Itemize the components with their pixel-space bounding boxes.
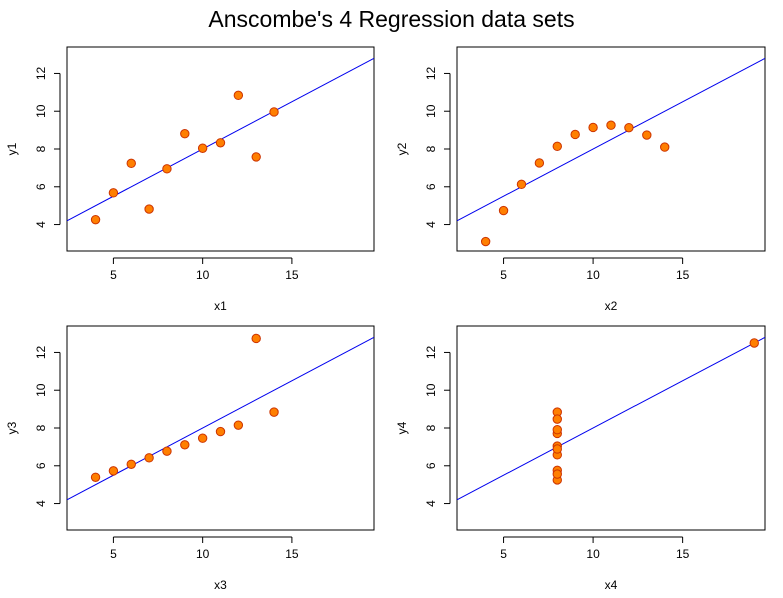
x-tick-label: 15 xyxy=(285,268,299,282)
x-axis-label: x3 xyxy=(214,578,227,592)
data-point xyxy=(180,129,190,139)
data-point xyxy=(552,141,562,152)
scatter-panel-1: 5 10 15 4 6 8 10 12 x1 y1 xyxy=(5,46,375,313)
data-point xyxy=(251,333,261,344)
data-point xyxy=(269,107,279,117)
scatter-panel-4: 5 10 15 4 6 8 10 12 x4 y4 xyxy=(395,325,766,592)
data-point xyxy=(498,205,509,216)
y-tick-label: 10 xyxy=(424,383,438,397)
y-tick-label: 8 xyxy=(34,424,48,431)
data-point xyxy=(588,122,598,133)
plot-frame xyxy=(66,325,375,531)
data-point xyxy=(660,142,670,152)
y-axis-label: y4 xyxy=(395,421,409,434)
y-tick-label: 6 xyxy=(424,183,438,190)
x-tick-label: 10 xyxy=(586,268,600,282)
x-axis-label: x2 xyxy=(605,299,618,313)
plot-frame xyxy=(66,46,375,252)
y-tick-label: 10 xyxy=(424,104,438,118)
y-tick-label: 8 xyxy=(424,145,438,152)
data-point xyxy=(162,446,172,456)
data-point xyxy=(480,236,491,247)
data-point xyxy=(516,179,527,190)
data-point xyxy=(108,188,119,198)
data-point xyxy=(534,158,545,168)
y-axis-label: y1 xyxy=(5,142,19,155)
x-tick-label: 5 xyxy=(500,268,507,282)
data-point xyxy=(233,420,244,430)
data-point xyxy=(162,164,172,174)
y-tick-label: 8 xyxy=(34,145,48,152)
data-point xyxy=(251,152,261,162)
data-point xyxy=(197,143,208,153)
data-point xyxy=(108,466,119,476)
data-point xyxy=(233,90,244,101)
y-tick-label: 4 xyxy=(424,500,438,507)
x-tick-label: 10 xyxy=(196,547,210,561)
x-tick-label: 5 xyxy=(500,547,507,561)
y-tick-label: 12 xyxy=(34,66,48,80)
chart-title: Anscombe's 4 Regression data sets xyxy=(208,6,575,32)
data-point xyxy=(269,407,279,417)
y-tick-label: 6 xyxy=(424,462,438,469)
data-point xyxy=(90,472,101,482)
data-point xyxy=(552,414,562,424)
data-point xyxy=(215,138,226,148)
x-tick-label: 15 xyxy=(285,547,299,561)
scatter-panel-3: 5 10 15 4 6 8 10 12 x3 y3 xyxy=(5,325,375,592)
x-tick-label: 10 xyxy=(586,547,600,561)
y-tick-label: 4 xyxy=(34,221,48,228)
y-tick-label: 4 xyxy=(424,221,438,228)
y-axis-label: y3 xyxy=(5,421,19,434)
scatter-panel-2: 5 10 15 4 6 8 10 12 x2 y2 xyxy=(395,46,766,313)
y-tick-label: 12 xyxy=(424,66,438,80)
x-axis-label: x1 xyxy=(214,299,227,313)
data-point xyxy=(197,433,208,443)
data-point xyxy=(180,440,190,450)
data-point xyxy=(552,425,562,435)
y-tick-label: 4 xyxy=(34,500,48,507)
data-point xyxy=(552,469,562,479)
x-tick-label: 15 xyxy=(676,547,690,561)
data-point xyxy=(642,130,652,140)
data-point xyxy=(570,129,580,140)
plot-frame xyxy=(456,46,766,252)
regression-line xyxy=(67,336,374,501)
data-point xyxy=(606,120,616,130)
data-point xyxy=(126,158,136,169)
data-point xyxy=(126,459,136,469)
data-point xyxy=(144,453,154,463)
data-point xyxy=(144,204,154,214)
data-point xyxy=(215,426,226,437)
data-point xyxy=(749,338,759,348)
x-tick-label: 5 xyxy=(110,268,117,282)
data-point xyxy=(552,444,562,454)
x-tick-label: 5 xyxy=(110,547,117,561)
y-tick-label: 12 xyxy=(34,345,48,359)
y-tick-label: 8 xyxy=(424,424,438,431)
data-point xyxy=(624,122,634,133)
regression-line xyxy=(457,336,765,501)
y-tick-label: 6 xyxy=(34,183,48,190)
y-tick-label: 6 xyxy=(34,462,48,469)
plot-frame xyxy=(456,325,766,531)
y-tick-label: 12 xyxy=(424,345,438,359)
data-point xyxy=(90,214,101,225)
y-axis-label: y2 xyxy=(395,142,409,155)
y-tick-label: 10 xyxy=(34,383,48,397)
y-tick-label: 10 xyxy=(34,104,48,118)
x-tick-label: 10 xyxy=(196,268,210,282)
regression-line xyxy=(457,57,765,222)
x-tick-label: 15 xyxy=(676,268,690,282)
x-axis-label: x4 xyxy=(605,578,618,592)
